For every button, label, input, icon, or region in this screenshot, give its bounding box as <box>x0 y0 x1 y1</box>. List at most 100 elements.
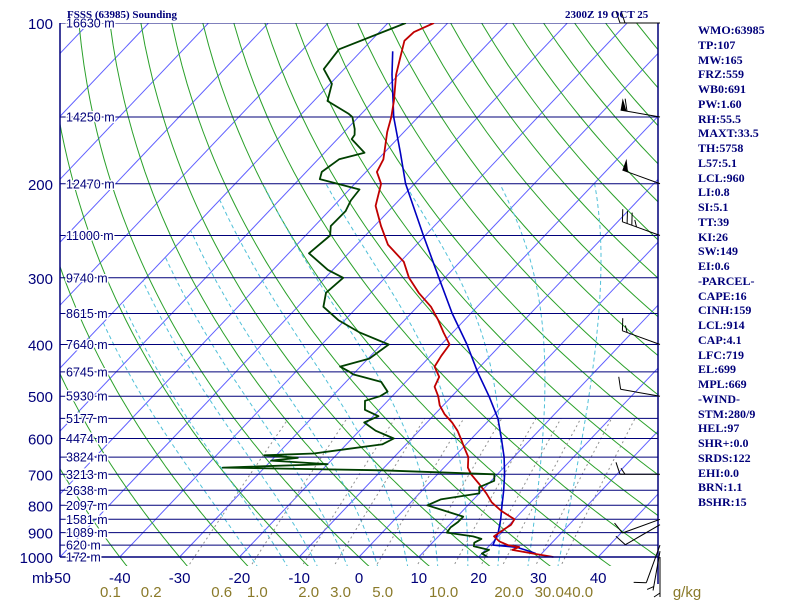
sounding-index-item: -WIND- <box>698 391 740 406</box>
wind-barb-feather <box>620 468 626 475</box>
height-label: 8615 m <box>66 307 108 321</box>
mixing-ratio-label: 2.0 <box>298 584 319 600</box>
sounding-index-item: SI:5.1 <box>698 200 729 214</box>
moist-adiabat-line <box>219 200 409 566</box>
sounding-index-item: TT:39 <box>698 214 730 229</box>
wind-barb <box>615 524 661 546</box>
wind-barb <box>620 98 661 118</box>
sounding-index-item: LI:0.8 <box>698 185 730 200</box>
sounding-index-item: L57:5.1 <box>698 155 737 170</box>
mixing-ratio-label: 0.6 <box>211 584 232 600</box>
sounding-index-item: LFC:719 <box>698 347 744 362</box>
sounding-index-item: MPL:669 <box>698 377 747 391</box>
height-label: 12470 m <box>66 177 115 191</box>
moist-adiabat-line <box>190 230 378 566</box>
wind-barb <box>653 557 661 598</box>
temperature-tick-label: 30 <box>530 570 547 587</box>
dry-adiabat-line <box>60 467 128 566</box>
dry-adiabat-line <box>78 23 370 566</box>
wind-barb <box>614 518 661 534</box>
dry-adiabat-line <box>202 23 612 566</box>
height-label: 2638 m <box>66 484 108 498</box>
wind-barb-feather <box>634 219 637 228</box>
height-label: 172 m <box>66 551 101 565</box>
wind-barb <box>615 10 660 24</box>
sounding-index-item: STM:280/9 <box>698 406 756 421</box>
dry-adiabat-line <box>60 265 249 566</box>
height-label: 16630 m <box>66 17 115 31</box>
height-label: 3213 m <box>66 468 108 482</box>
temperature-trace <box>374 23 554 558</box>
pressure-tick-label: 400 <box>28 338 53 355</box>
dewpoint-trace <box>221 23 496 558</box>
pressure-tick-label: 200 <box>28 177 53 194</box>
wind-barb-staff <box>625 524 661 546</box>
wind-barb <box>621 318 661 345</box>
sounding-index-item: EI:0.6 <box>698 259 730 273</box>
moist-adiabat-line <box>557 183 602 566</box>
sounding-index-item: -PARCEL- <box>698 273 755 288</box>
sounding-index-item: SW:149 <box>698 244 739 259</box>
isotherm-line <box>60 23 209 181</box>
dry-adiabat-line <box>574 23 658 127</box>
chart-grid <box>60 23 658 566</box>
wind-barb-feather <box>653 592 661 598</box>
moist-adiabat-line <box>404 183 503 566</box>
pressure-tick-label: 300 <box>28 271 53 288</box>
mixing-ratio-line <box>250 418 348 566</box>
mixing-ratio-line <box>560 418 636 566</box>
temperature-tick-label: 10 <box>410 570 427 587</box>
height-label: 14250 m <box>66 111 115 125</box>
pressure-tick-label: 1000 <box>20 550 53 567</box>
sounding-index-item: KI:26 <box>698 229 728 244</box>
dry-adiabat-line <box>171 23 551 566</box>
temperature-tick-label: -50 <box>49 570 71 587</box>
mixing-ratio-label: 0.2 <box>141 584 162 600</box>
wind-barb-feather <box>624 98 628 112</box>
temperature-tick-label: -40 <box>109 570 131 587</box>
height-label: 2097 m <box>66 499 108 513</box>
wind-barb-feather <box>615 10 621 24</box>
sounding-index-item: PW:1.60 <box>698 96 742 111</box>
wind-barb <box>646 551 661 591</box>
height-label: 1089 m <box>66 526 108 540</box>
height-label: 3824 m <box>66 451 108 465</box>
isotherm-line <box>60 23 568 558</box>
mixing-ratio-label: 20.0 <box>494 584 523 600</box>
isotherm-line <box>60 23 150 118</box>
height-label: 620 m <box>66 539 101 553</box>
wind-barb-staff <box>622 330 661 345</box>
pressure-tick-label: 500 <box>28 389 53 406</box>
sounding-index-item: BRN:1.1 <box>698 480 743 495</box>
pressure-tick-label: 700 <box>28 467 53 484</box>
wind-barb-staff <box>622 169 661 185</box>
wind-barb-pennant <box>620 98 627 112</box>
wind-barb-feather <box>615 535 626 546</box>
mixing-ratio-label: 1.0 <box>247 584 268 600</box>
mixing-ratio-line <box>375 418 465 566</box>
wind-barb <box>633 544 661 584</box>
chart-frame <box>59 23 659 584</box>
isotherm-line <box>119 23 628 558</box>
isotherm-line <box>239 115 658 558</box>
sounding-index-item: SRDS:122 <box>698 450 751 465</box>
height-label: 6745 m <box>66 365 108 379</box>
wind-barb <box>615 462 660 475</box>
wind-barb-staff <box>622 518 661 534</box>
temperature-tick-label: -20 <box>229 570 251 587</box>
isotherm-line <box>298 178 658 558</box>
temperature-tick-label: -30 <box>169 570 191 587</box>
wind-barb-feather <box>624 325 628 333</box>
wind-barb-feather <box>618 376 622 390</box>
pressure-tick-label: 100 <box>28 16 53 33</box>
wind-barb <box>622 158 661 185</box>
wind-barb-feather <box>615 462 621 475</box>
sounding-index-item: CINH:159 <box>698 303 752 318</box>
mixing-ratio-label: 40.0 <box>564 584 593 600</box>
mixing-ratio-line <box>416 418 503 566</box>
height-label: 7640 m <box>66 338 108 352</box>
dry-adiabat-line <box>326 23 658 436</box>
mixing-ratio-unit: g/kg <box>673 584 701 600</box>
wind-barb-staff <box>622 221 661 236</box>
dry-adiabat-line <box>450 23 658 279</box>
